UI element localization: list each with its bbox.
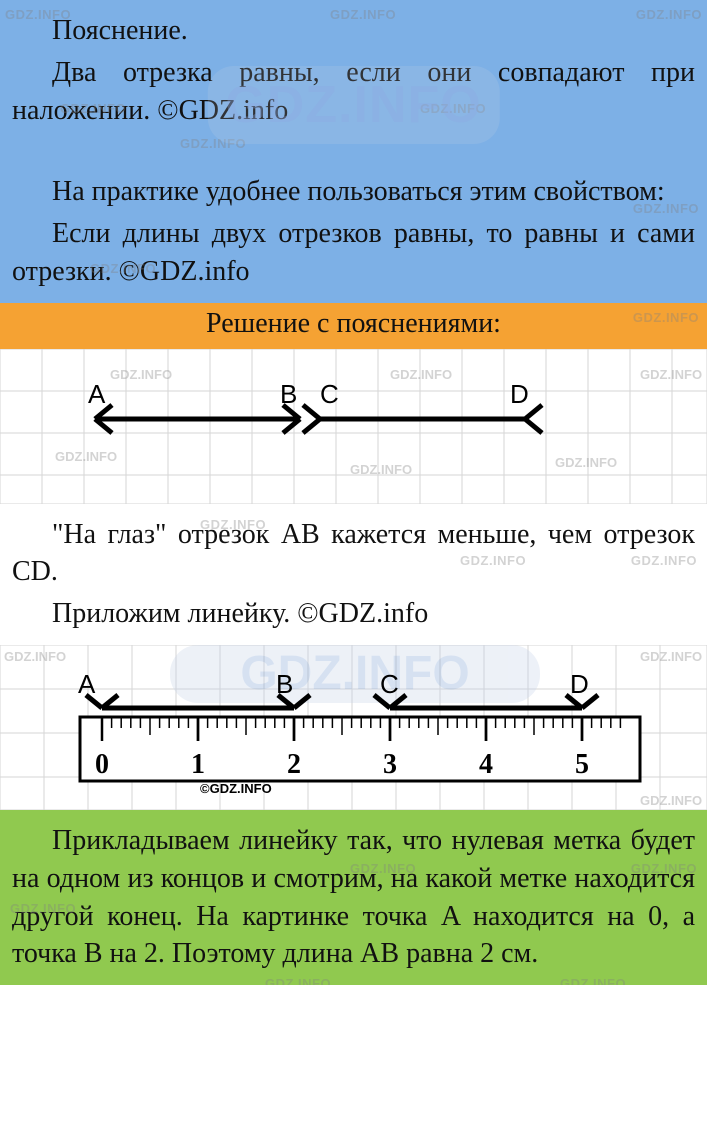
wm-text: GDZ.INFO	[640, 367, 702, 382]
diagram-1: GDZ.INFO GDZ.INFO GDZ.INFO GDZ.INFO GDZ.…	[0, 349, 707, 504]
wm-text: GDZ.INFO	[640, 649, 702, 664]
label-b-2: B	[276, 669, 293, 699]
observation-p2: Приложим линейку. ©GDZ.info	[12, 595, 695, 633]
explanation-title: Пояснение.	[12, 12, 695, 50]
explanation-p3: Если длины двух отрезков равны, то равны…	[12, 215, 695, 291]
solution-header-title: Решение с пояснениями:	[206, 308, 501, 339]
label-c-2: C	[380, 669, 399, 699]
ruler-tick-0: 0	[95, 749, 109, 780]
wm-text: GDZ.INFO	[640, 793, 702, 808]
diagram-2-svg: GDZ.INFO GDZ.INFO GDZ.INFO GDZ.INFO GDZ.…	[0, 645, 707, 810]
segment-cd	[303, 405, 542, 433]
wm-text: GDZ.INFO	[350, 462, 412, 477]
conclusion-p1: Прикладываем линейку так, что нулевая ме…	[12, 822, 695, 973]
ruler: 0 1 2 3 4 5 ©GDZ.INFO	[80, 717, 640, 796]
label-a: A	[88, 379, 106, 409]
explanation-p2: На практике удобнее пользо­ваться этим с…	[12, 173, 695, 211]
label-b: B	[280, 379, 297, 409]
ruler-tick-3: 3	[383, 749, 397, 780]
label-d: D	[510, 379, 529, 409]
wm-text: GDZ.INFO	[4, 649, 66, 664]
conclusion-section: GDZ.INFO GDZ.INFO GDZ.INFO GDZ.INFO GDZ.…	[0, 810, 707, 985]
watermark-big: GDZ.INFO	[170, 645, 540, 703]
explanation-p1: Два отрезка равны, если они совпадают пр…	[12, 54, 695, 130]
label-c: C	[320, 379, 339, 409]
copyright-mark: ©GDZ.INFO	[200, 781, 272, 796]
svg-text:GDZ.INFO: GDZ.INFO	[240, 647, 469, 700]
ruler-tick-1: 1	[191, 749, 205, 780]
ruler-tick-2: 2	[287, 749, 301, 780]
diagram-2: GDZ.INFO GDZ.INFO GDZ.INFO GDZ.INFO GDZ.…	[0, 645, 707, 810]
label-d-2: D	[570, 669, 589, 699]
observation-section: GDZ.INFO GDZ.INFO GDZ.INFO "На глаз" отр…	[0, 504, 707, 645]
diagram-1-svg: GDZ.INFO GDZ.INFO GDZ.INFO GDZ.INFO GDZ.…	[0, 349, 707, 504]
wm-text: GDZ.INFO	[390, 367, 452, 382]
wm-text: GDZ.INFO	[110, 367, 172, 382]
ruler-tick-5: 5	[575, 749, 589, 780]
label-a-2: A	[78, 669, 96, 699]
wm-text: GDZ.INFO	[55, 449, 117, 464]
observation-p1: "На глаз" отрезок AB кажется меньше, чем…	[12, 516, 695, 592]
explanation-section: GDZ.INFO GDZ.INFO GDZ.INFO GDZ.INFO GDZ.…	[0, 0, 707, 303]
ruler-tick-4: 4	[479, 749, 493, 780]
wm-text: GDZ.INFO	[555, 455, 617, 470]
solution-header-section: GDZ.INFO Решение с пояснениями:	[0, 303, 707, 349]
